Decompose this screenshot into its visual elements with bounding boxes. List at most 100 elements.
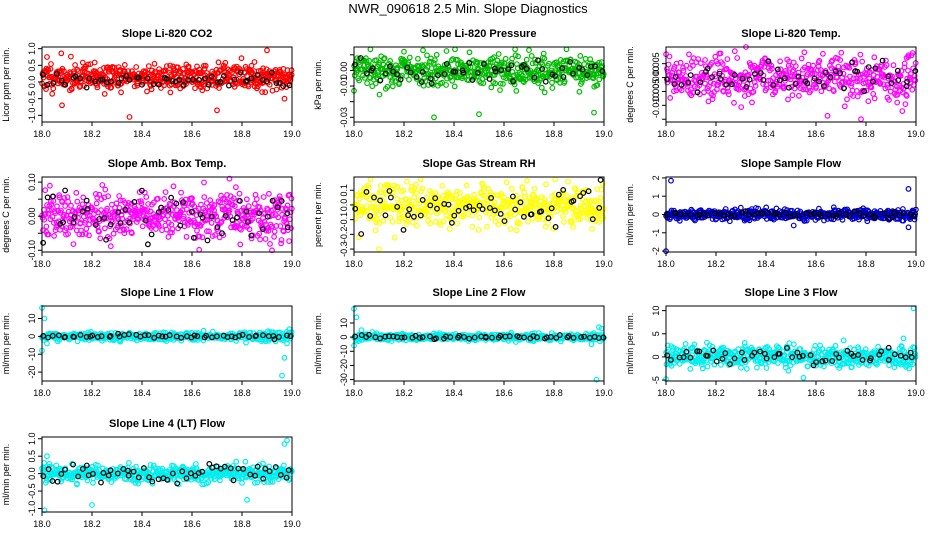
data-point <box>696 75 703 82</box>
data-point <box>108 84 115 91</box>
data-point <box>524 177 530 184</box>
data-point <box>750 88 757 95</box>
data-point <box>281 95 288 102</box>
data-point <box>416 63 423 69</box>
data-point <box>567 56 574 63</box>
data-point <box>702 57 708 63</box>
subset-point <box>542 78 549 85</box>
subset-point <box>202 75 208 82</box>
x-tick-label: 18.2 <box>707 259 725 269</box>
y-tick-label: -30 <box>339 373 349 386</box>
subset-point <box>413 74 420 80</box>
data-point <box>159 227 165 234</box>
subset-point <box>40 71 46 78</box>
data-point <box>117 222 124 229</box>
data-point <box>366 58 373 64</box>
x-tick-label: 18.6 <box>183 259 201 269</box>
data-point <box>476 111 482 118</box>
y-tick-label: 1 <box>651 194 661 199</box>
data-point <box>590 75 597 82</box>
data-point <box>513 87 520 94</box>
data-point <box>70 241 77 248</box>
data-point <box>734 55 741 61</box>
data-point <box>202 209 209 216</box>
x-tick-label: 18.2 <box>83 259 101 269</box>
subset-point <box>599 68 606 74</box>
data-point <box>507 225 514 232</box>
subset-point <box>400 226 407 233</box>
data-point <box>561 219 567 225</box>
data-point <box>118 89 124 96</box>
data-point <box>912 77 919 84</box>
data-point <box>200 62 207 69</box>
data-point <box>892 86 899 93</box>
data-point <box>196 246 203 253</box>
x-tick-label: 18.2 <box>707 129 725 139</box>
data-point <box>707 79 714 86</box>
data-point <box>846 64 853 71</box>
subset-point <box>144 241 151 248</box>
subset-point <box>58 77 65 84</box>
data-point <box>738 104 745 110</box>
data-point <box>74 198 81 205</box>
y-tick-label: -20 <box>339 359 349 372</box>
data-point <box>469 223 476 230</box>
subset-point <box>570 70 576 77</box>
data-point <box>687 366 694 372</box>
y-tick-label: -2 <box>651 247 661 255</box>
data-point <box>150 199 157 206</box>
data-point <box>810 62 816 69</box>
data-point <box>502 55 509 62</box>
data-point <box>59 216 66 223</box>
data-point <box>433 51 440 58</box>
subset-point <box>163 75 170 82</box>
data-point <box>466 49 473 56</box>
subset-point <box>592 63 598 70</box>
data-point <box>101 225 108 232</box>
data-point <box>549 79 555 86</box>
data-point <box>901 64 908 71</box>
data-point <box>49 90 56 97</box>
data-point <box>151 60 158 67</box>
subset-point <box>418 79 425 85</box>
data-point <box>163 63 170 69</box>
data-point <box>180 213 187 220</box>
subset-point <box>135 74 142 81</box>
data-point <box>183 233 190 240</box>
data-point <box>96 228 102 235</box>
data-point <box>123 226 130 233</box>
y-axis-label: Licor ppm per min. <box>1 47 11 122</box>
data-point <box>232 184 239 191</box>
data-point <box>389 218 396 225</box>
data-point <box>86 232 92 239</box>
data-point <box>911 76 918 83</box>
data-point <box>286 238 293 245</box>
data-point <box>189 195 195 202</box>
data-point <box>549 85 556 91</box>
data-point <box>44 54 50 60</box>
subset-point <box>92 78 98 85</box>
data-point <box>161 195 168 202</box>
data-point <box>148 67 155 74</box>
subset-point <box>811 75 818 82</box>
x-tick-label: 18.4 <box>133 259 151 269</box>
data-point <box>667 94 674 101</box>
y-tick-label: 0.00 <box>339 62 349 80</box>
data-point <box>519 72 526 79</box>
data-point <box>594 82 601 88</box>
data-point <box>65 198 71 205</box>
data-point <box>839 79 846 86</box>
subset-point <box>804 80 811 87</box>
panel-title: Slope Li-820 Pressure <box>422 28 537 40</box>
data-point <box>389 77 396 83</box>
panel-title: Slope Amb. Box Temp. <box>108 158 227 170</box>
data-point <box>271 228 278 235</box>
data-point <box>79 59 86 66</box>
subset-point <box>397 76 404 83</box>
data-point <box>201 194 208 201</box>
data-point <box>162 189 169 196</box>
x-tick-label: 18.0 <box>345 388 363 398</box>
subset-point <box>539 66 545 72</box>
